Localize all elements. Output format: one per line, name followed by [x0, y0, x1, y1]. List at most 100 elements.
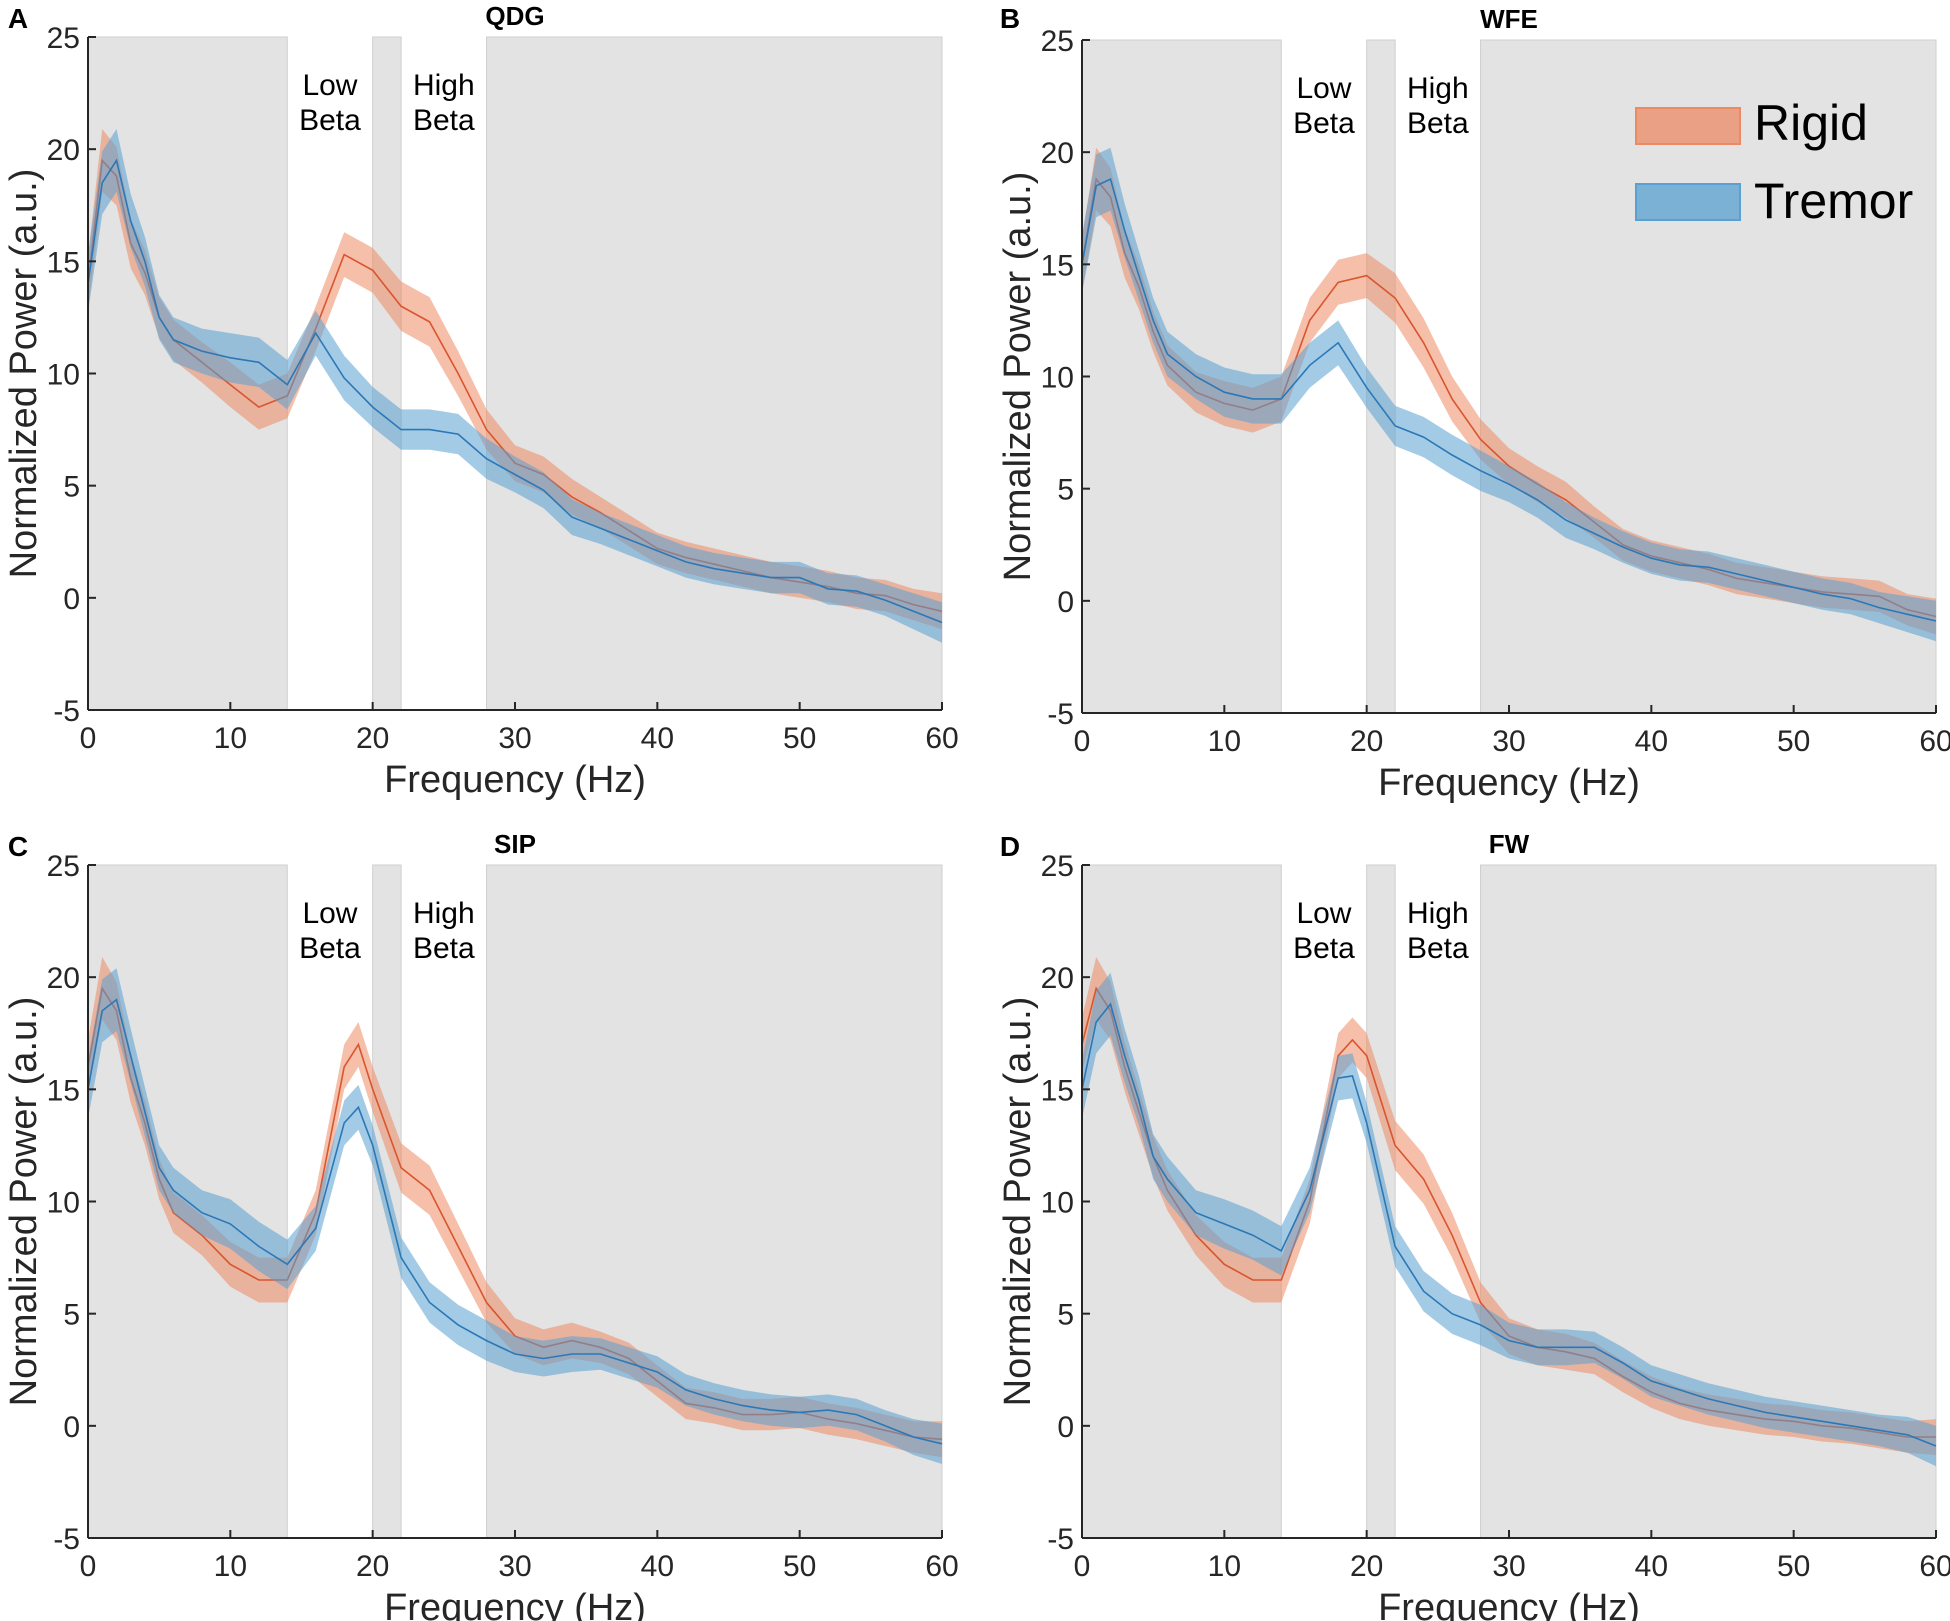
x-tick-label: 20 [356, 1550, 389, 1583]
shaded-band [372, 36, 402, 711]
y-tick-label: 15 [47, 1074, 80, 1107]
error-band-tremor [1082, 147, 1936, 642]
x-tick-label: 50 [783, 1550, 816, 1583]
y-tick-label: 5 [1057, 474, 1074, 507]
panel-title: FW [1489, 829, 1530, 859]
band-label: High [413, 897, 475, 930]
y-tick-label: 20 [1041, 962, 1074, 995]
y-tick-label: -5 [1047, 698, 1074, 731]
band-label: High [1407, 72, 1469, 105]
band-label: Beta [1407, 107, 1469, 140]
x-tick-label: 0 [80, 722, 97, 755]
band-label: Low [1296, 897, 1351, 930]
x-tick-label: 50 [1777, 725, 1810, 758]
y-tick-label: 0 [1057, 586, 1074, 619]
x-tick-label: 60 [1919, 725, 1950, 758]
band-label: Beta [413, 104, 475, 137]
panel-title: SIP [494, 829, 536, 859]
y-tick-label: 5 [1057, 1299, 1074, 1332]
band-label: Beta [299, 104, 361, 137]
y-tick-label: 10 [47, 359, 80, 392]
y-tick-label: 25 [1041, 850, 1074, 883]
band-label: Beta [1293, 107, 1355, 140]
panel-title: QDG [485, 1, 544, 31]
band-label: Beta [1293, 932, 1355, 965]
legend-label-tremor: Tremor [1754, 173, 1913, 229]
x-tick-label: 60 [1919, 1550, 1950, 1583]
y-tick-label: 0 [63, 1411, 80, 1444]
x-tick-label: 10 [214, 1550, 247, 1583]
x-tick-label: 50 [1777, 1550, 1810, 1583]
x-tick-label: 0 [1074, 1550, 1091, 1583]
legend: Rigid Tremor [1635, 95, 1913, 229]
panel-letter: B [1000, 3, 1020, 34]
y-tick-label: 10 [1041, 362, 1074, 395]
y-axis-label: Normalized Power (a.u.) [3, 997, 45, 1407]
x-tick-label: 20 [1350, 1550, 1383, 1583]
y-tick-label: 20 [1041, 137, 1074, 170]
legend-swatch-rigid [1635, 107, 1741, 145]
series-line-tremor [1081, 1002, 1937, 1447]
band-label: High [413, 69, 475, 102]
x-axis-label: Frequency (Hz) [384, 759, 646, 801]
y-tick-label: 10 [1041, 1187, 1074, 1220]
y-tick-label: -5 [53, 1523, 80, 1556]
series-line-tremor [1081, 177, 1937, 622]
panel-title: WFE [1480, 4, 1538, 34]
x-tick-label: 0 [80, 1550, 97, 1583]
y-tick-label: 15 [1041, 249, 1074, 282]
x-tick-label: 40 [641, 1550, 674, 1583]
panel-letter: D [1000, 831, 1020, 862]
y-tick-label: 10 [47, 1187, 80, 1220]
y-tick-label: 25 [1041, 25, 1074, 58]
x-tick-label: 60 [925, 722, 958, 755]
x-tick-label: 30 [1492, 1550, 1525, 1583]
y-tick-label: 15 [47, 246, 80, 279]
x-tick-label: 20 [356, 722, 389, 755]
x-tick-label: 30 [1492, 725, 1525, 758]
x-tick-label: 40 [1635, 725, 1668, 758]
legend-swatch-tremor [1635, 183, 1741, 221]
x-tick-label: 20 [1350, 725, 1383, 758]
x-tick-label: 40 [1635, 1550, 1668, 1583]
y-tick-label: 20 [47, 962, 80, 995]
x-tick-label: 40 [641, 722, 674, 755]
band-label: Beta [1407, 932, 1469, 965]
band-label: Low [302, 69, 357, 102]
y-tick-label: 5 [63, 471, 80, 504]
y-tick-label: -5 [1047, 1523, 1074, 1556]
y-axis-label: Normalized Power (a.u.) [997, 997, 1039, 1407]
y-tick-label: 25 [47, 850, 80, 883]
panel-letter: C [8, 831, 28, 862]
band-label: Low [1296, 72, 1351, 105]
series-line-tremor [87, 998, 943, 1445]
x-tick-label: 10 [214, 722, 247, 755]
x-tick-label: 60 [925, 1550, 958, 1583]
y-tick-label: 15 [1041, 1074, 1074, 1107]
series-line-tremor [87, 158, 943, 624]
error-band-tremor [1082, 972, 1936, 1467]
panel-letter: A [8, 3, 28, 34]
legend-label-rigid: Rigid [1754, 95, 1868, 151]
band-label: Beta [413, 932, 475, 965]
y-tick-label: 25 [47, 22, 80, 55]
x-axis-label: Frequency (Hz) [1378, 762, 1640, 804]
x-axis-label: Frequency (Hz) [384, 1587, 646, 1621]
x-tick-label: 30 [498, 722, 531, 755]
x-tick-label: 10 [1208, 725, 1241, 758]
band-label: Low [302, 897, 357, 930]
y-axis-label: Normalized Power (a.u.) [997, 172, 1039, 582]
y-axis-label: Normalized Power (a.u.) [3, 169, 45, 579]
band-label: Beta [299, 932, 361, 965]
x-tick-label: 10 [1208, 1550, 1241, 1583]
x-axis-label: Frequency (Hz) [1378, 1587, 1640, 1621]
y-tick-label: 20 [47, 134, 80, 167]
y-tick-label: 0 [63, 583, 80, 616]
y-tick-label: 5 [63, 1299, 80, 1332]
y-tick-label: 0 [1057, 1411, 1074, 1444]
